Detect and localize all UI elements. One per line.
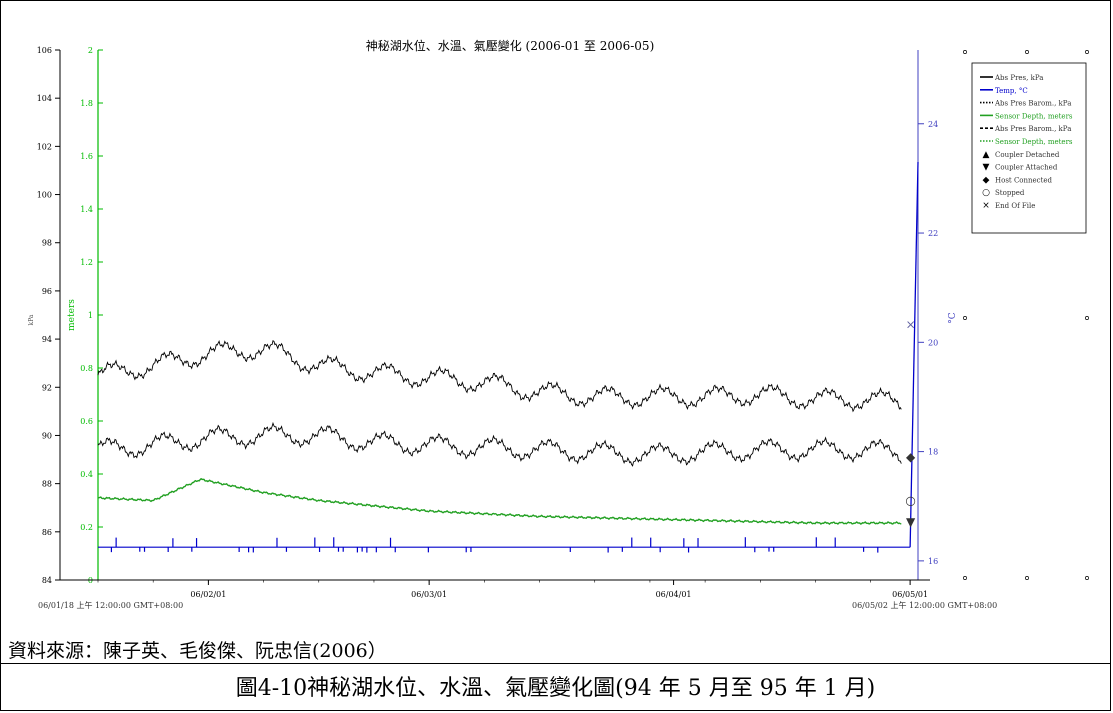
legend-label: Stopped [995, 189, 1025, 197]
legend: Abs Pres, kPa Temp, °C Abs Pres Barom., kP… [972, 63, 1086, 233]
series-layer [98, 162, 918, 553]
data-source-note: 資料來源：陳子英、毛俊傑、阮忠信(2006） [8, 636, 387, 663]
y-meters-tick-label: 1.6 [80, 152, 93, 161]
y-left-tick-label: 100 [37, 191, 52, 200]
legend-symbol: ◆ [983, 175, 990, 185]
event-marker-end-of-file: × [906, 318, 916, 332]
y-left-tick-label: 106 [37, 46, 52, 55]
caption-divider [0, 663, 1111, 664]
series-line-abs-pres-kpa [98, 341, 901, 412]
legend-label: Coupler Attached [995, 164, 1058, 172]
legend-label: Abs Pres, kPa [994, 74, 1043, 82]
x-tick-label: 06/02/01 [190, 590, 226, 599]
series-line-temp-spike [910, 162, 918, 547]
legend-label: Sensor Depth, meters [995, 138, 1073, 146]
handle-dot [963, 576, 966, 579]
y-meters-axis-label: meters [67, 299, 77, 331]
y-meters-tick-label: 1.2 [80, 258, 93, 267]
legend-label: End Of File [995, 202, 1035, 210]
y-right-axis-label: °C [948, 312, 958, 324]
y-left-tick-label: 96 [42, 287, 52, 296]
y-meters-tick-label: 0.8 [80, 364, 93, 373]
handle-dot [1085, 50, 1088, 53]
handle-dot [963, 316, 966, 319]
y-right-tick-label: 22 [928, 229, 938, 238]
x-tick-label: 06/04/01 [656, 590, 692, 599]
y-meters-tick-label: 0.4 [80, 470, 93, 479]
axes: 848688909294969810010210410600.20.40.60.… [37, 46, 938, 599]
legend-symbol: ▼ [983, 163, 990, 173]
y-left-tick-label: 104 [37, 94, 52, 103]
figure-caption: 圖4-10神秘湖水位、水溫、氣壓變化圖(94 年 5 月至 95 年 1 月) [0, 670, 1111, 702]
series-line-abs-pres-barom-kpa [98, 423, 901, 466]
legend-item: ▲ Coupler Detached [983, 150, 1060, 160]
y-meters-tick-label: 0.2 [80, 523, 93, 532]
event-marker-host-connected: ◆ [906, 450, 916, 464]
y-left-tick-label: 98 [42, 239, 52, 248]
handle-dot [1025, 50, 1028, 53]
chart-title: 神秘湖水位、水溫、氣壓變化 (2006-01 至 2006-05) [366, 38, 655, 53]
y-left-tick-label: 94 [42, 335, 52, 344]
legend-label: Host Connected [995, 176, 1053, 184]
y-right-tick-label: 16 [928, 557, 938, 566]
legend-label: Temp, °C [995, 87, 1028, 95]
handle-dot [1085, 316, 1088, 319]
y-left-tick-label: 86 [42, 528, 52, 537]
x-start-label: 06/01/18 上午 12:00:00 GMT+08:00 [38, 600, 183, 610]
x-end-label: 06/05/02 上午 12:00:00 GMT+08:00 [852, 600, 997, 610]
y-left-axis-label: kPa [28, 314, 35, 325]
y-left-tick-label: 84 [42, 576, 52, 585]
y-meters-tick-label: 1.8 [80, 99, 93, 108]
legend-label: Abs Pres Barom., kPa [994, 100, 1071, 108]
y-right-tick-label: 18 [928, 448, 938, 457]
x-tick-label: 06/05/01 [892, 590, 928, 599]
series-line-sensor-depth-meters [98, 479, 901, 524]
y-meters-tick-label: 2 [88, 46, 93, 55]
legend-label: Abs Pres Barom., kPa [994, 125, 1071, 133]
event-marker-coupler-attached: ▼ [906, 515, 916, 529]
y-meters-tick-label: 1 [88, 311, 93, 320]
x-tick-label: 06/03/01 [411, 590, 447, 599]
y-left-tick-label: 88 [42, 480, 52, 489]
event-marker-stopped: ○ [905, 494, 915, 508]
legend-item: ○ Stopped [982, 188, 1025, 198]
y-meters-tick-label: 0.6 [80, 417, 93, 426]
y-right-tick-label: 20 [928, 338, 938, 347]
legend-symbol: × [982, 201, 990, 211]
legend-label: Sensor Depth, meters [995, 112, 1073, 120]
handle-dot [1085, 576, 1088, 579]
y-meters-tick-label: 1.4 [80, 205, 93, 214]
legend-symbol: ○ [982, 188, 990, 198]
chart: 神秘湖水位、水溫、氣壓變化 (2006-01 至 2006-05) 84 86 88… [0, 0, 1113, 640]
y-left-tick-label: 92 [42, 383, 52, 392]
y-right-tick-label: 24 [928, 120, 938, 129]
legend-symbol: ▲ [983, 150, 990, 160]
handle-dot [1025, 576, 1028, 579]
y-left-tick-label: 90 [42, 431, 52, 440]
y-left-tick-label: 102 [37, 142, 52, 151]
legend-label: Coupler Detached [995, 151, 1060, 159]
handle-dot [963, 50, 966, 53]
